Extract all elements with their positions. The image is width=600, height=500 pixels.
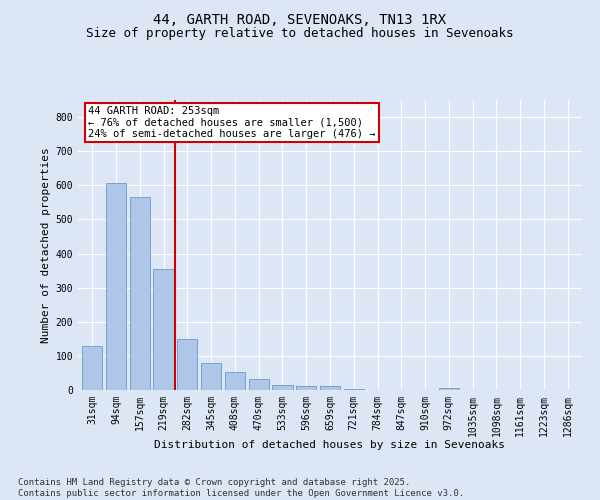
Bar <box>82 346 103 390</box>
Bar <box>296 386 316 390</box>
Bar <box>320 386 340 390</box>
Bar <box>225 372 245 390</box>
Bar <box>439 388 459 390</box>
Bar <box>248 379 269 390</box>
X-axis label: Distribution of detached houses by size in Sevenoaks: Distribution of detached houses by size … <box>155 440 505 450</box>
Bar <box>201 364 221 390</box>
Text: Size of property relative to detached houses in Sevenoaks: Size of property relative to detached ho… <box>86 28 514 40</box>
Bar <box>272 385 293 390</box>
Y-axis label: Number of detached properties: Number of detached properties <box>41 147 52 343</box>
Bar <box>177 339 197 390</box>
Text: 44, GARTH ROAD, SEVENOAKS, TN13 1RX: 44, GARTH ROAD, SEVENOAKS, TN13 1RX <box>154 12 446 26</box>
Bar <box>344 388 364 390</box>
Text: 44 GARTH ROAD: 253sqm
← 76% of detached houses are smaller (1,500)
24% of semi-d: 44 GARTH ROAD: 253sqm ← 76% of detached … <box>88 106 376 139</box>
Bar <box>154 269 173 390</box>
Bar <box>106 183 126 390</box>
Text: Contains HM Land Registry data © Crown copyright and database right 2025.
Contai: Contains HM Land Registry data © Crown c… <box>18 478 464 498</box>
Bar <box>130 197 150 390</box>
